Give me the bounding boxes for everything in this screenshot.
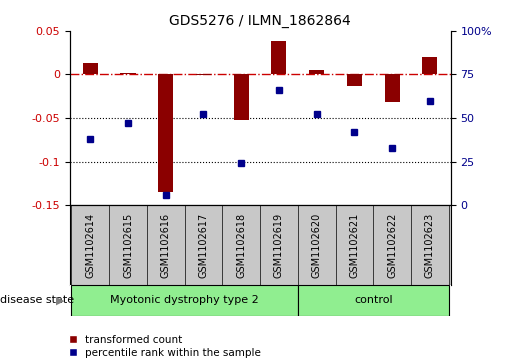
Bar: [121, 73, 135, 74]
Bar: [196, 74, 211, 75]
Bar: [271, 41, 286, 74]
Bar: [309, 70, 324, 74]
Text: GSM1102618: GSM1102618: [236, 212, 246, 278]
Bar: [83, 63, 98, 74]
Text: GSM1102615: GSM1102615: [123, 212, 133, 278]
Title: GDS5276 / ILMN_1862864: GDS5276 / ILMN_1862864: [169, 15, 351, 28]
Text: GSM1102620: GSM1102620: [312, 212, 322, 278]
Text: disease state: disease state: [0, 295, 74, 305]
Text: GSM1102616: GSM1102616: [161, 212, 171, 278]
Text: GSM1102614: GSM1102614: [85, 212, 95, 278]
Text: GSM1102621: GSM1102621: [349, 212, 359, 278]
Bar: [234, 74, 249, 120]
Bar: [347, 74, 362, 86]
Bar: [72, 285, 298, 316]
Text: GSM1102622: GSM1102622: [387, 212, 397, 278]
Bar: [385, 74, 400, 102]
Text: control: control: [354, 295, 392, 305]
Legend: transformed count, percentile rank within the sample: transformed count, percentile rank withi…: [70, 335, 261, 358]
Text: GSM1102623: GSM1102623: [425, 212, 435, 278]
Bar: [422, 57, 437, 74]
Text: GSM1102619: GSM1102619: [274, 212, 284, 278]
Text: GSM1102617: GSM1102617: [198, 212, 209, 278]
Text: Myotonic dystrophy type 2: Myotonic dystrophy type 2: [110, 295, 259, 305]
Text: ▶: ▶: [56, 295, 64, 305]
Bar: [158, 74, 173, 192]
Bar: [298, 285, 449, 316]
